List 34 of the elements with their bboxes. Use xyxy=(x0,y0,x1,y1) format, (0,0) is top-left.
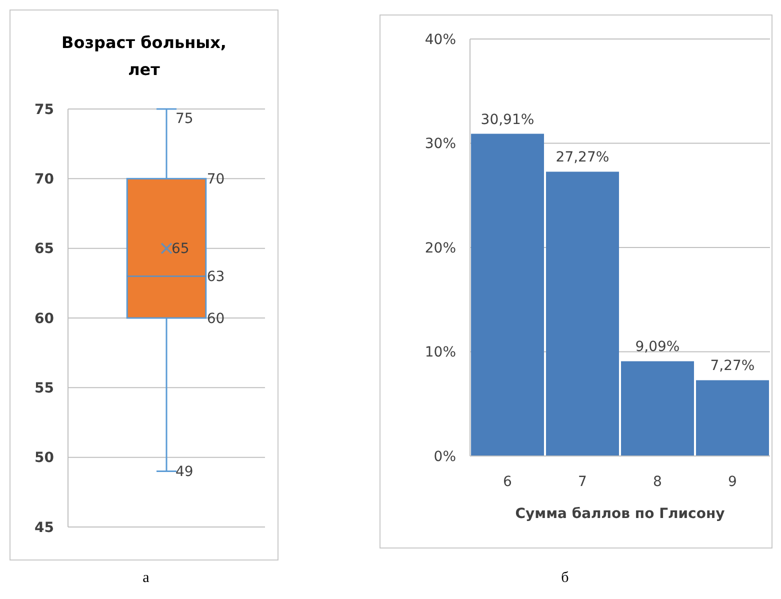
data-label: 9,09% xyxy=(635,339,680,356)
y-tick-label: 50 xyxy=(34,450,54,466)
annotation: 65 xyxy=(172,241,190,258)
annotation: 49 xyxy=(176,464,194,480)
text: б xyxy=(561,570,570,586)
y-tick-label: 30% xyxy=(424,136,456,152)
bar xyxy=(621,361,694,456)
y-tick-label: 40% xyxy=(424,32,456,48)
y-tick-label: 60 xyxy=(34,310,54,327)
y-tick-label: 65 xyxy=(34,241,54,258)
x-tick-label: 8 xyxy=(653,474,662,490)
x-tick-label: 6 xyxy=(503,474,512,490)
x-tick-label: 7 xyxy=(578,474,587,490)
annotation: 60 xyxy=(206,310,225,327)
text: а xyxy=(142,570,150,586)
y-tick-label: 45 xyxy=(34,520,54,536)
chart-title: Возраст больных, лет xyxy=(62,33,226,79)
y-tick-label: 20% xyxy=(424,240,456,256)
bar xyxy=(546,172,619,456)
annotation: 63 xyxy=(206,269,225,286)
x-tick-label: 9 xyxy=(728,474,737,490)
annotation: 70 xyxy=(206,172,225,188)
bar xyxy=(471,134,544,456)
x-axis-title: Сумма баллов по Глисону xyxy=(515,506,725,522)
data-label: 7,27% xyxy=(710,358,755,374)
y-tick-label: 10% xyxy=(424,344,456,361)
annotation: 75 xyxy=(176,111,194,127)
y-tick-label: 75 xyxy=(34,102,54,118)
data-label: 30,91% xyxy=(480,112,534,128)
y-tick-label: 0% xyxy=(434,448,456,465)
y-tick-label: 70 xyxy=(34,172,54,188)
bar xyxy=(696,380,769,456)
data-label: 27,27% xyxy=(556,150,610,166)
y-tick-label: 55 xyxy=(34,380,54,397)
